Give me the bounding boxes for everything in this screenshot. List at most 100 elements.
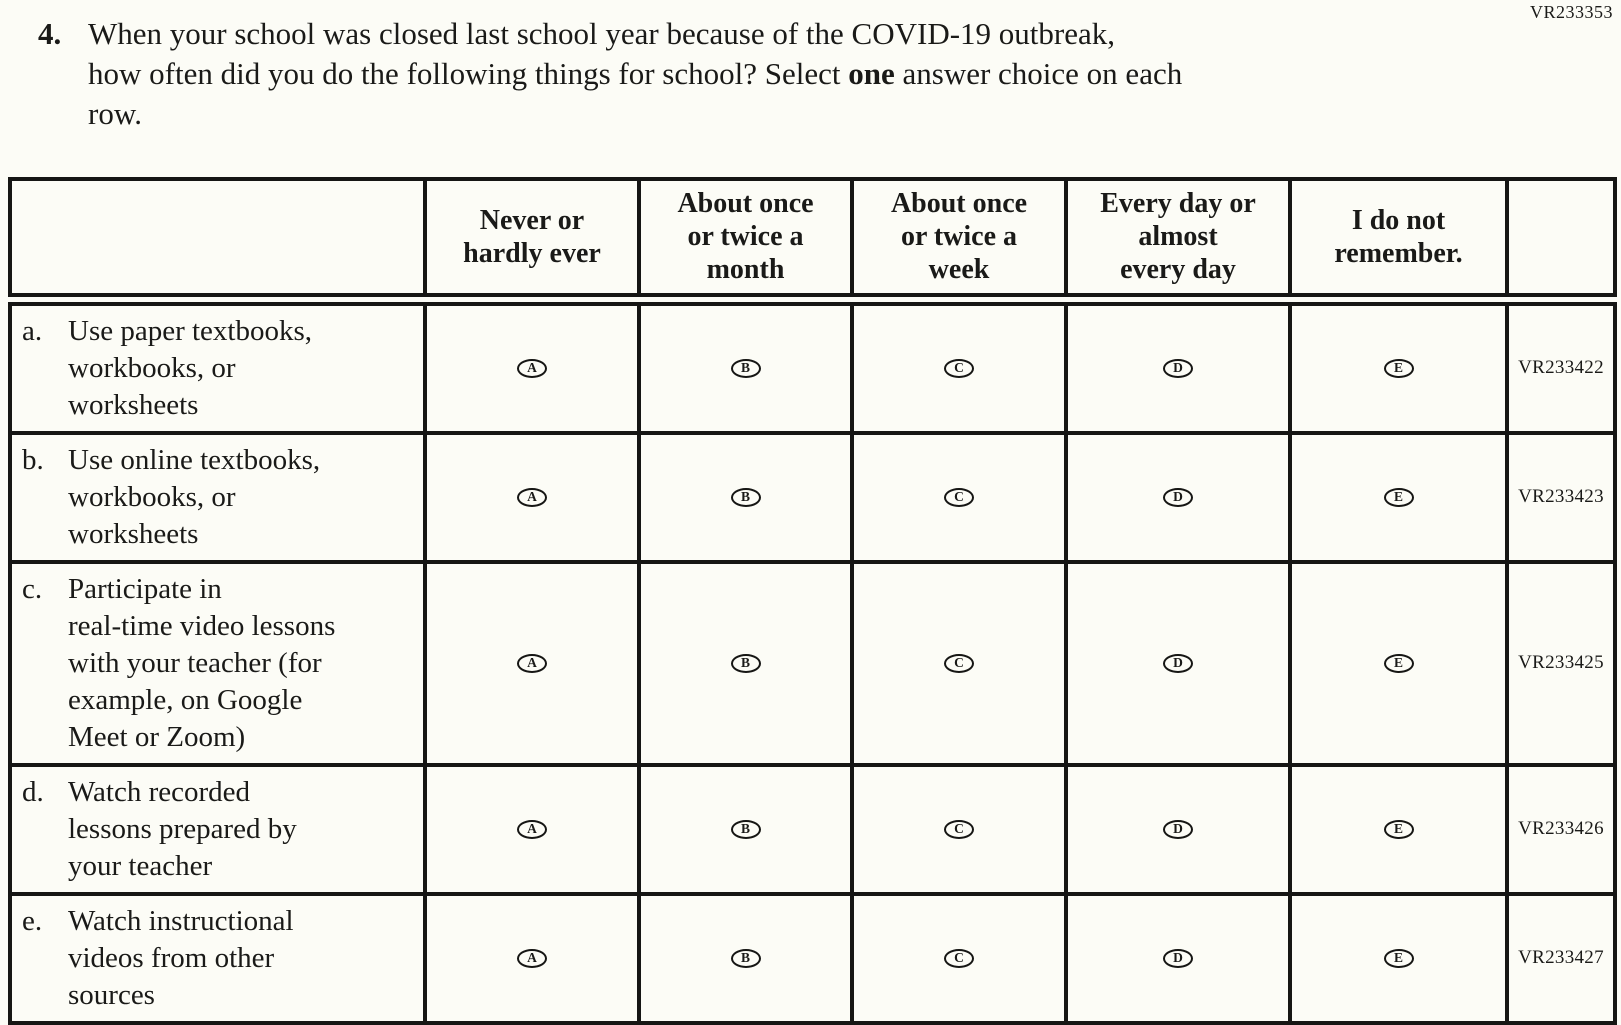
option-cell: B: [637, 559, 854, 767]
option-cell: E: [1288, 430, 1509, 564]
header-line: remember.: [1334, 237, 1463, 269]
row-code: VR233423: [1505, 430, 1617, 564]
header-line: hardly ever: [463, 237, 601, 269]
item-label-d: d. Watch recorded lessons prepared by yo…: [8, 762, 427, 896]
option-cell: B: [637, 297, 854, 435]
header-line: every day: [1120, 254, 1236, 286]
option-bubble-d[interactable]: D: [1163, 358, 1193, 378]
response-grid: Never or hardly ever About once or twice…: [8, 177, 1617, 1025]
option-bubble-b[interactable]: B: [730, 358, 761, 378]
option-cell: D: [1064, 430, 1292, 564]
question-line-2-text: how often did you do the following thing…: [88, 56, 849, 91]
option-cell: C: [850, 297, 1068, 435]
header-line: About once: [677, 188, 814, 220]
option-cell: A: [423, 297, 641, 435]
item-letter: c.: [22, 572, 43, 605]
header-line: week: [928, 254, 990, 286]
option-bubble-e[interactable]: E: [1383, 358, 1414, 378]
option-cell: A: [423, 559, 641, 767]
item-line: your teacher: [68, 849, 213, 882]
option-bubble-d[interactable]: D: [1163, 819, 1193, 839]
option-cell: B: [637, 430, 854, 564]
option-bubble-e[interactable]: E: [1383, 487, 1414, 507]
item-label-e: e. Watch instructional videos from other…: [8, 891, 427, 1025]
question-line-2: how often did you do the following thing…: [88, 54, 1418, 94]
header-line: or twice a: [687, 221, 804, 253]
header-line: almost: [1138, 221, 1218, 253]
question-line-3: row.: [88, 96, 142, 131]
item-line: videos from other: [68, 941, 275, 974]
header-row: Never or hardly ever About once or twice…: [8, 177, 1617, 306]
option-bubble-e[interactable]: E: [1383, 653, 1414, 673]
option-cell: C: [850, 559, 1068, 767]
option-cell: D: [1064, 297, 1292, 435]
option-bubble-c[interactable]: C: [944, 819, 974, 839]
item-label-a: a. Use paper textbooks, workbooks, or wo…: [8, 297, 427, 435]
table-row-d: d. Watch recorded lessons prepared by yo…: [8, 762, 1617, 896]
option-bubble-e[interactable]: E: [1383, 948, 1414, 968]
item-line: Watch instructional: [68, 904, 294, 937]
option-bubble-d[interactable]: D: [1163, 948, 1193, 968]
option-cell: A: [423, 891, 641, 1025]
option-bubble-c[interactable]: C: [944, 358, 974, 378]
item-line: lessons prepared by: [68, 812, 297, 845]
option-bubble-c[interactable]: C: [944, 948, 974, 968]
option-bubble-c[interactable]: C: [944, 653, 974, 673]
item-line: Use paper textbooks,: [68, 314, 313, 347]
header-never-hardly-ever: Never or hardly ever: [423, 177, 641, 306]
option-bubble-a[interactable]: A: [517, 358, 547, 378]
option-bubble-b[interactable]: B: [730, 948, 761, 968]
item-line: Use online textbooks,: [68, 443, 321, 476]
option-bubble-a[interactable]: A: [517, 819, 547, 839]
item-label-b: b. Use online textbooks, workbooks, or w…: [8, 430, 427, 564]
row-code: VR233422: [1505, 297, 1617, 435]
table-row-a: a. Use paper textbooks, workbooks, or wo…: [8, 297, 1617, 435]
item-line: worksheets: [68, 517, 199, 550]
option-cell: B: [637, 891, 854, 1025]
option-bubble-c[interactable]: C: [944, 487, 974, 507]
question-block: 4. When your school was closed last scho…: [38, 14, 1418, 134]
item-line: example, on Google: [68, 683, 303, 716]
item-line: Watch recorded: [68, 775, 251, 808]
question-number: 4.: [38, 16, 62, 51]
header-line: I do not: [1351, 204, 1446, 236]
header-once-twice-week: About once or twice a week: [850, 177, 1068, 306]
option-bubble-b[interactable]: B: [730, 653, 761, 673]
header-do-not-remember: I do not remember.: [1288, 177, 1509, 306]
item-letter: e.: [22, 904, 43, 937]
option-cell: E: [1288, 891, 1509, 1025]
item-label-c: c. Participate in real-time video lesson…: [8, 559, 427, 767]
item-line: sources: [68, 978, 155, 1011]
header-once-twice-month: About once or twice a month: [637, 177, 854, 306]
header-line: About once: [890, 188, 1028, 220]
option-bubble-e[interactable]: E: [1383, 819, 1414, 839]
table-row-b: b. Use online textbooks, workbooks, or w…: [8, 430, 1617, 564]
option-cell: D: [1064, 762, 1292, 896]
option-bubble-a[interactable]: A: [517, 948, 547, 968]
option-cell: A: [423, 430, 641, 564]
item-line: workbooks, or: [68, 351, 236, 384]
question-bold-word: one: [848, 56, 895, 91]
header-line: month: [706, 254, 785, 286]
row-code: VR233426: [1505, 762, 1617, 896]
option-cell: A: [423, 762, 641, 896]
option-bubble-b[interactable]: B: [730, 819, 761, 839]
question-line-1: When your school was closed last school …: [88, 16, 1115, 51]
item-letter: b.: [22, 443, 44, 476]
header-line: Never or: [479, 204, 585, 236]
option-cell: D: [1064, 559, 1292, 767]
option-bubble-d[interactable]: D: [1163, 653, 1193, 673]
option-bubble-a[interactable]: A: [517, 487, 547, 507]
option-cell: B: [637, 762, 854, 896]
option-bubble-b[interactable]: B: [730, 487, 761, 507]
header-every-day: Every day or almost every day: [1064, 177, 1292, 306]
item-letter: a.: [22, 314, 43, 347]
option-cell: D: [1064, 891, 1292, 1025]
option-cell: C: [850, 430, 1068, 564]
option-bubble-a[interactable]: A: [517, 653, 547, 673]
table-row-c: c. Participate in real-time video lesson…: [8, 559, 1617, 767]
item-line: real-time video lessons: [68, 609, 336, 642]
item-letter: d.: [22, 775, 44, 808]
option-bubble-d[interactable]: D: [1163, 487, 1193, 507]
header-blank-item: [8, 177, 427, 306]
